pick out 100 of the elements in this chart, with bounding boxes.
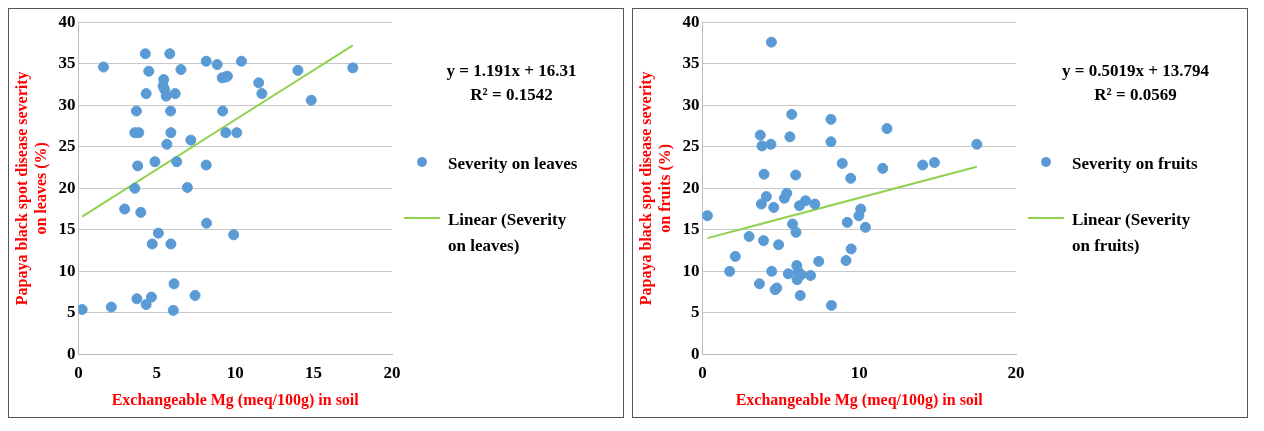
point (181, 181, 193, 193)
y-tick-label: 15 (58, 219, 76, 239)
y-tick-label: 0 (690, 343, 700, 363)
legend-label: Linear (Severity on leaves) (448, 209, 568, 257)
point (175, 64, 187, 76)
point (825, 113, 837, 125)
legend-label: Severity on fruits (1072, 153, 1198, 175)
point (756, 140, 768, 152)
point (825, 299, 837, 311)
point (146, 238, 158, 250)
point (768, 201, 780, 213)
point (845, 243, 857, 255)
y-tick-label: 5 (66, 302, 76, 322)
point (165, 127, 177, 139)
point (217, 105, 229, 117)
y-tick-label: 35 (58, 53, 76, 73)
point (758, 168, 770, 180)
point (253, 77, 265, 89)
y-tick-label: 40 (58, 11, 76, 31)
point (143, 65, 155, 77)
point (765, 138, 777, 150)
point (729, 250, 741, 262)
x-axis-title: Exchangeable Mg (meq/100g) in soil (735, 390, 984, 409)
point (881, 123, 893, 134)
text: R² = 0.0569 (1093, 84, 1178, 106)
point (167, 304, 179, 316)
point (169, 88, 181, 100)
y-tick-label: 5 (690, 302, 700, 322)
point (130, 105, 142, 117)
point (200, 55, 212, 67)
point (200, 159, 212, 171)
point (841, 216, 853, 228)
point (753, 278, 765, 290)
y-tick-label: 40 (682, 11, 700, 31)
text: R² = 0.1542 (469, 84, 554, 106)
point (760, 191, 772, 203)
point (235, 55, 247, 67)
point (161, 138, 173, 150)
point (928, 157, 940, 169)
point (790, 226, 802, 238)
point (78, 304, 88, 316)
y-tick-label: 10 (58, 260, 76, 280)
point (171, 156, 183, 168)
point (185, 134, 197, 146)
point (825, 136, 837, 148)
point (292, 64, 304, 76)
point (787, 218, 799, 230)
point (228, 229, 240, 241)
x-tick-label: 5 (152, 362, 162, 382)
point (754, 129, 766, 141)
point (211, 59, 223, 71)
y-tick-label: 15 (682, 219, 700, 239)
point (781, 187, 793, 199)
point (305, 94, 317, 106)
point (129, 182, 141, 194)
point (813, 255, 825, 267)
y-tick-label: 0 (66, 343, 76, 363)
point (140, 299, 152, 311)
point (165, 105, 177, 117)
y-tick-label: 35 (682, 53, 700, 73)
point (135, 206, 147, 218)
point (773, 239, 785, 251)
point (917, 159, 929, 171)
point (152, 227, 164, 239)
point (784, 131, 796, 143)
point (743, 230, 755, 242)
point (859, 221, 871, 233)
text: y = 1.191x + 16.31 (445, 60, 578, 82)
point (845, 172, 857, 184)
x-axis-title: Exchangeable Mg (meq/100g) in soil (111, 390, 360, 409)
point (97, 61, 109, 73)
point (765, 36, 777, 48)
point (201, 217, 213, 229)
x-tick-label: 15 (305, 362, 323, 382)
y-tick-label: 30 (682, 94, 700, 114)
point (189, 289, 201, 301)
point (131, 293, 143, 305)
point (168, 278, 180, 290)
point (256, 88, 268, 100)
point (800, 195, 812, 207)
y-tick-label: 30 (58, 94, 76, 114)
y-tick-label: 25 (682, 136, 700, 156)
point (347, 62, 359, 74)
x-tick-label: 10 (850, 362, 868, 382)
y-tick-label: 25 (58, 136, 76, 156)
point (755, 198, 767, 210)
text: y = 0.5019x + 13.794 (1061, 60, 1210, 82)
x-tick-label: 20 (383, 362, 401, 382)
y-axis-title: Papaya black spot disease severity on fruits (%) (636, 71, 674, 306)
point (766, 265, 778, 277)
y-axis-title: Papaya black spot disease severity on leaves (%) (12, 71, 50, 306)
point (782, 268, 794, 280)
legend-label: Linear (Severity on fruits) (1072, 209, 1192, 257)
point (971, 138, 983, 150)
legend-label: Severity on leaves (448, 153, 578, 175)
x-tick-label: 10 (226, 362, 244, 382)
point (105, 301, 117, 313)
point (140, 88, 152, 100)
point (149, 156, 161, 168)
y-tick-label: 10 (682, 260, 700, 280)
